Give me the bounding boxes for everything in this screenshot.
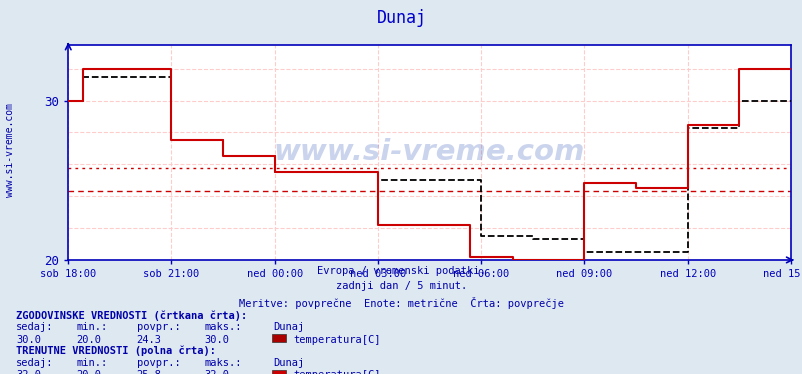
Text: Dunaj: Dunaj — [273, 358, 304, 368]
Text: maks.:: maks.: — [205, 358, 242, 368]
Text: TRENUTNE VREDNOSTI (polna črta):: TRENUTNE VREDNOSTI (polna črta): — [16, 346, 216, 356]
Text: 32.0: 32.0 — [16, 370, 41, 374]
Text: min.:: min.: — [76, 358, 107, 368]
Text: 20.0: 20.0 — [76, 370, 101, 374]
Text: sedaj:: sedaj: — [16, 322, 54, 332]
Text: Meritve: povprečne  Enote: metrične  Črta: povprečje: Meritve: povprečne Enote: metrične Črta:… — [239, 297, 563, 309]
Text: maks.:: maks.: — [205, 322, 242, 332]
Text: 25.8: 25.8 — [136, 370, 161, 374]
Text: Evropa / vremenski podatki.: Evropa / vremenski podatki. — [317, 266, 485, 276]
Text: www.si-vreme.com: www.si-vreme.com — [5, 102, 14, 197]
Text: min.:: min.: — [76, 322, 107, 332]
Text: 20.0: 20.0 — [76, 335, 101, 345]
Text: temperatura[C]: temperatura[C] — [293, 370, 380, 374]
Text: Dunaj: Dunaj — [376, 9, 426, 27]
Text: Dunaj: Dunaj — [273, 322, 304, 332]
Text: 24.3: 24.3 — [136, 335, 161, 345]
Text: sedaj:: sedaj: — [16, 358, 54, 368]
Text: ZGODOVINSKE VREDNOSTI (črtkana črta):: ZGODOVINSKE VREDNOSTI (črtkana črta): — [16, 310, 247, 321]
Text: temperatura[C]: temperatura[C] — [293, 335, 380, 345]
Text: 30.0: 30.0 — [205, 335, 229, 345]
Text: povpr.:: povpr.: — [136, 358, 180, 368]
Text: 32.0: 32.0 — [205, 370, 229, 374]
Text: povpr.:: povpr.: — [136, 322, 180, 332]
Text: zadnji dan / 5 minut.: zadnji dan / 5 minut. — [335, 281, 467, 291]
Text: 30.0: 30.0 — [16, 335, 41, 345]
Text: www.si-vreme.com: www.si-vreme.com — [273, 138, 585, 166]
